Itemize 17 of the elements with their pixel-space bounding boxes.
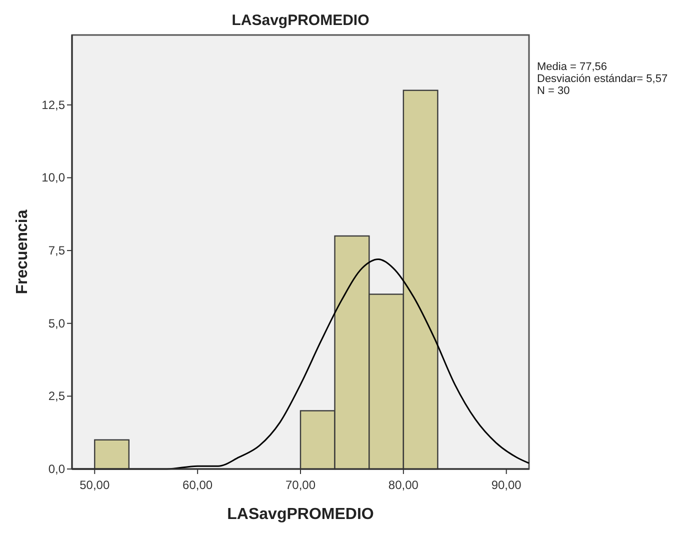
x-tick-label: 80,00 xyxy=(388,478,419,492)
text: N = 30 xyxy=(537,85,570,97)
chart-title: LASavgPROMEDIO xyxy=(232,12,370,29)
x-tick-label: 90,00 xyxy=(491,478,522,492)
x-tick-label: 60,00 xyxy=(182,478,213,492)
x-axis-title: LASavgPROMEDIO xyxy=(227,506,374,523)
x-tick-label: 70,00 xyxy=(285,478,316,492)
y-tick-label: 0,0 xyxy=(48,462,66,476)
text: Media = 77,56 xyxy=(537,61,608,73)
y-tick-label: 5,0 xyxy=(48,316,66,330)
y-tick-label: 2,5 xyxy=(48,389,66,404)
text: Desviación estándar= 5,57 xyxy=(537,73,668,85)
y-tick-label: 10,0 xyxy=(42,170,66,185)
y-tick-label: 7,5 xyxy=(48,244,66,258)
y-tick-label: 12,5 xyxy=(42,98,66,112)
x-tick-label: 50,00 xyxy=(80,478,110,492)
y-axis-title: Frecuencia xyxy=(14,210,31,294)
